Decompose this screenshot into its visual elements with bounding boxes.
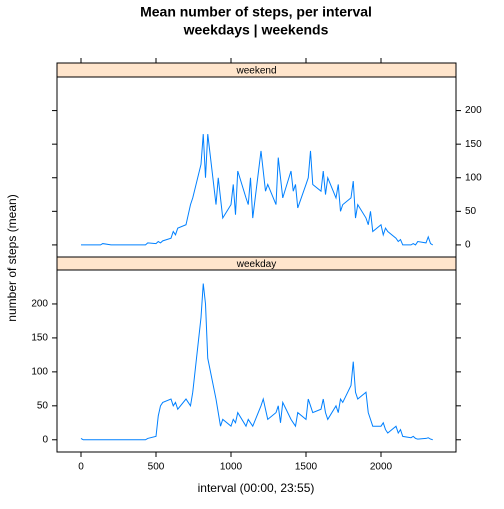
strip-label: weekend	[235, 66, 276, 77]
x-tick-label: 1500	[295, 462, 318, 473]
series-line	[80, 283, 433, 441]
strip-label: weekday	[236, 259, 276, 270]
chart-subtitle: weekdays | weekends	[183, 22, 329, 38]
y-axis-label: number of steps (mean)	[5, 194, 19, 321]
y-tick-label: 100	[465, 172, 482, 183]
y-tick-label: 0	[42, 434, 48, 445]
y-tick-label: 50	[465, 206, 477, 217]
y-tick-label: 150	[465, 139, 482, 150]
y-tick-label: 100	[31, 367, 48, 378]
x-tick-label: 0	[78, 462, 84, 473]
x-tick-label: 500	[148, 462, 165, 473]
y-tick-label: 200	[465, 105, 482, 116]
x-tick-label: 2000	[370, 462, 393, 473]
y-tick-label: 150	[31, 333, 48, 344]
chart-title: Mean number of steps, per interval	[140, 4, 372, 20]
series-line	[81, 134, 434, 246]
y-tick-label: 50	[37, 400, 49, 411]
x-tick-label: 1000	[220, 462, 243, 473]
y-tick-label: 0	[465, 240, 471, 251]
y-tick-label: 200	[31, 299, 48, 310]
panel	[56, 269, 457, 453]
x-axis-label: interval (00:00, 23:55)	[198, 481, 315, 495]
